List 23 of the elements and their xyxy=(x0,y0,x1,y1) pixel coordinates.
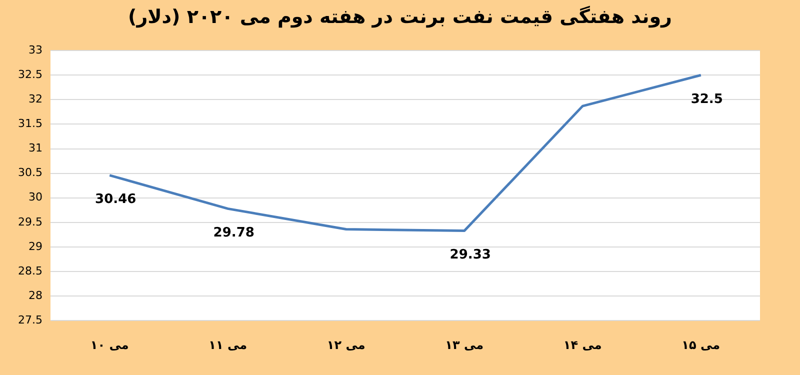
y-tick-label: 28 xyxy=(28,288,42,302)
x-tick-label: ۱۱ می xyxy=(208,338,248,352)
y-tick-label: 29.5 xyxy=(18,215,42,228)
y-tick-label: 27.5 xyxy=(18,313,42,326)
x-tick-label: ۱۵ می xyxy=(682,338,720,352)
data-label: 32.5 xyxy=(690,92,723,108)
y-tick-label: 32.5 xyxy=(18,68,42,82)
data-label: 30.46 xyxy=(95,192,136,208)
y-tick-label: 33 xyxy=(28,43,42,56)
chart-title: روند هفتگی قیمت نفت برنت در هفته دوم می ۲۰۲۰ (دلار) xyxy=(127,6,673,28)
data-label: 29.78 xyxy=(213,226,254,241)
x-tick-label: ۱۴ می xyxy=(563,338,602,352)
data-label: 29.33 xyxy=(450,248,491,263)
x-tick-label: ۱۰ می xyxy=(90,338,129,352)
y-tick-label: 32 xyxy=(28,92,42,106)
y-tick-label: 30.5 xyxy=(18,166,42,180)
y-tick-label: 31.5 xyxy=(18,117,42,130)
y-tick-label: 30 xyxy=(28,190,42,204)
x-tick-label: ۱۲ می xyxy=(326,338,366,352)
x-tick-label: ۱۳ می xyxy=(445,338,484,352)
y-tick-label: 29 xyxy=(28,240,42,253)
y-tick-label: 31 xyxy=(28,142,42,155)
y-tick-label: 28.5 xyxy=(18,264,42,278)
